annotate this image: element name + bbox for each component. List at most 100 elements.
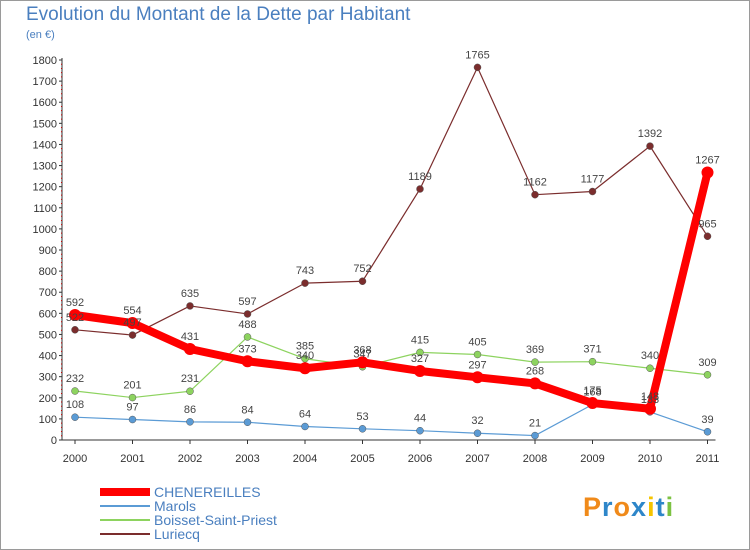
data-point bbox=[71, 387, 79, 395]
data-label: 44 bbox=[414, 413, 426, 425]
data-label: 635 bbox=[181, 288, 199, 300]
data-point bbox=[531, 358, 539, 366]
data-label: 743 bbox=[296, 265, 314, 277]
data-point bbox=[646, 142, 654, 150]
x-tick-label: 2006 bbox=[408, 453, 432, 465]
y-tick-label: 1100 bbox=[33, 203, 57, 215]
data-point bbox=[186, 302, 194, 310]
data-point bbox=[358, 277, 367, 285]
data-point bbox=[301, 279, 309, 287]
data-point bbox=[586, 397, 599, 410]
legend: CHENEREILLESMarolsBoisset-Saint-PriestLu… bbox=[100, 484, 277, 542]
axes: 0 100 200 300 400 500 600 700 800 900 1000 1100 1200… bbox=[33, 55, 720, 465]
data-point bbox=[241, 355, 254, 368]
x-tick-label: 2005 bbox=[350, 453, 374, 465]
data-label: 415 bbox=[411, 334, 429, 346]
data-label: 340 bbox=[641, 350, 659, 362]
x-tick-label: 2000 bbox=[63, 453, 87, 465]
data-label: 201 bbox=[123, 380, 141, 392]
data-label: 86 bbox=[184, 404, 196, 416]
data-label: 327 bbox=[411, 353, 429, 365]
data-point bbox=[186, 418, 194, 426]
data-point bbox=[416, 185, 424, 193]
data-label: 405 bbox=[468, 337, 486, 349]
data-label: 148 bbox=[641, 391, 659, 403]
chart-title: Evolution du Montant de la Dette par Hab… bbox=[26, 4, 411, 25]
data-label: 21 bbox=[529, 418, 541, 430]
x-tick-label: 2009 bbox=[580, 453, 604, 465]
y-tick-label: 1600 bbox=[33, 97, 57, 109]
y-tick-label: 500 bbox=[39, 329, 57, 341]
logo-letter: o bbox=[613, 492, 632, 522]
y-tick-label: 1400 bbox=[33, 139, 57, 151]
logo-letter: x bbox=[631, 492, 648, 522]
data-label: 369 bbox=[526, 344, 544, 356]
data-label: 373 bbox=[238, 343, 256, 355]
data-label: 368 bbox=[353, 344, 371, 356]
data-label: 340 bbox=[296, 350, 314, 362]
data-label: 1177 bbox=[581, 174, 605, 186]
data-label: 592 bbox=[66, 297, 84, 309]
data-label: 597 bbox=[238, 296, 256, 308]
data-point bbox=[703, 428, 712, 436]
legend-label: Luriecq bbox=[154, 526, 200, 542]
y-tick-label: 900 bbox=[39, 245, 57, 257]
data-label: 297 bbox=[468, 359, 486, 371]
data-point bbox=[69, 309, 81, 322]
y-tick-label: 100 bbox=[39, 414, 57, 426]
data-point bbox=[301, 422, 309, 431]
data-label: 97 bbox=[126, 402, 138, 414]
y-tick-label: 700 bbox=[39, 287, 57, 299]
series-line-1 bbox=[74, 403, 709, 437]
logo-letter: t bbox=[655, 492, 666, 522]
legend-label: Boisset-Saint-Priest bbox=[154, 512, 277, 528]
data-label: 522 bbox=[66, 312, 84, 324]
data-label: 309 bbox=[698, 357, 716, 369]
data-label: 168 bbox=[583, 387, 601, 399]
x-tick-label: 2002 bbox=[178, 453, 202, 465]
data-point bbox=[356, 356, 369, 369]
y-tick-label: 600 bbox=[39, 308, 57, 320]
data-point bbox=[473, 63, 482, 72]
data-labels: 592 554 431 373 340 368 327 297 268 175 148 1267 108… bbox=[66, 49, 720, 429]
data-label: 108 bbox=[66, 399, 84, 411]
y-tick-label: 1500 bbox=[33, 118, 57, 130]
data-point bbox=[126, 317, 139, 330]
proxiti-logo: Proxiti bbox=[583, 492, 674, 523]
x-tick-label: 2001 bbox=[120, 453, 144, 465]
data-point bbox=[243, 418, 252, 427]
data-point bbox=[703, 371, 712, 379]
x-tick-label: 2007 bbox=[465, 453, 489, 465]
data-point bbox=[184, 343, 196, 356]
data-point bbox=[243, 310, 252, 318]
series-line-2 bbox=[74, 336, 709, 399]
x-tick-label: 2003 bbox=[235, 453, 259, 465]
data-point bbox=[588, 187, 597, 196]
legend-label: Marols bbox=[154, 498, 196, 514]
data-label: 497 bbox=[123, 317, 141, 329]
data-point bbox=[588, 357, 597, 366]
data-label: 64 bbox=[299, 408, 311, 420]
data-label: 32 bbox=[471, 415, 483, 427]
data-point bbox=[128, 331, 137, 339]
data-label: 431 bbox=[181, 331, 199, 343]
data-label: 231 bbox=[181, 373, 199, 385]
data-point bbox=[416, 348, 424, 357]
data-point bbox=[473, 429, 482, 437]
data-point bbox=[473, 350, 482, 359]
logo-letter: i bbox=[647, 492, 656, 522]
x-tick-label: 2011 bbox=[696, 453, 720, 465]
y-tick-label: 1000 bbox=[33, 224, 57, 236]
data-point bbox=[531, 431, 539, 440]
data-label: 752 bbox=[353, 263, 371, 275]
logo-letter: i bbox=[665, 492, 675, 522]
data-label: 371 bbox=[583, 344, 601, 356]
data-point bbox=[416, 426, 424, 435]
data-point bbox=[243, 333, 252, 341]
data-point bbox=[71, 326, 79, 334]
logo-letter: r bbox=[602, 492, 614, 522]
data-label: 554 bbox=[123, 305, 141, 317]
data-label: 488 bbox=[238, 319, 256, 331]
